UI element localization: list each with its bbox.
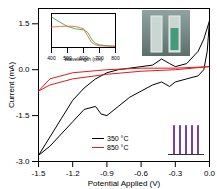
svg-text:Current (mA): Current (mA) xyxy=(7,62,16,109)
svg-text:-0.6: -0.6 xyxy=(134,169,148,178)
svg-text:-0.9: -0.9 xyxy=(100,169,114,178)
svg-text:0.0: 0.0 xyxy=(204,169,216,178)
html-text:850 °C: 850 °C xyxy=(107,144,129,151)
svg-text:-1.5: -1.5 xyxy=(16,111,30,120)
html-text:350 °C: 350 °C xyxy=(107,135,129,142)
svg-text:Potential Applied (V): Potential Applied (V) xyxy=(88,179,161,188)
svg-text:800: 800 xyxy=(111,55,120,61)
svg-text:Wavelength (nm): Wavelength (nm) xyxy=(65,56,103,62)
svg-text:0.0: 0.0 xyxy=(18,65,30,74)
svg-text:-1.2: -1.2 xyxy=(66,169,80,178)
svg-text:1.5: 1.5 xyxy=(18,19,30,28)
svg-text:-1.5: -1.5 xyxy=(32,169,46,178)
svg-text:-3.0: -3.0 xyxy=(16,157,30,166)
svg-text:-0.3: -0.3 xyxy=(168,169,182,178)
svg-text:400: 400 xyxy=(47,55,56,61)
